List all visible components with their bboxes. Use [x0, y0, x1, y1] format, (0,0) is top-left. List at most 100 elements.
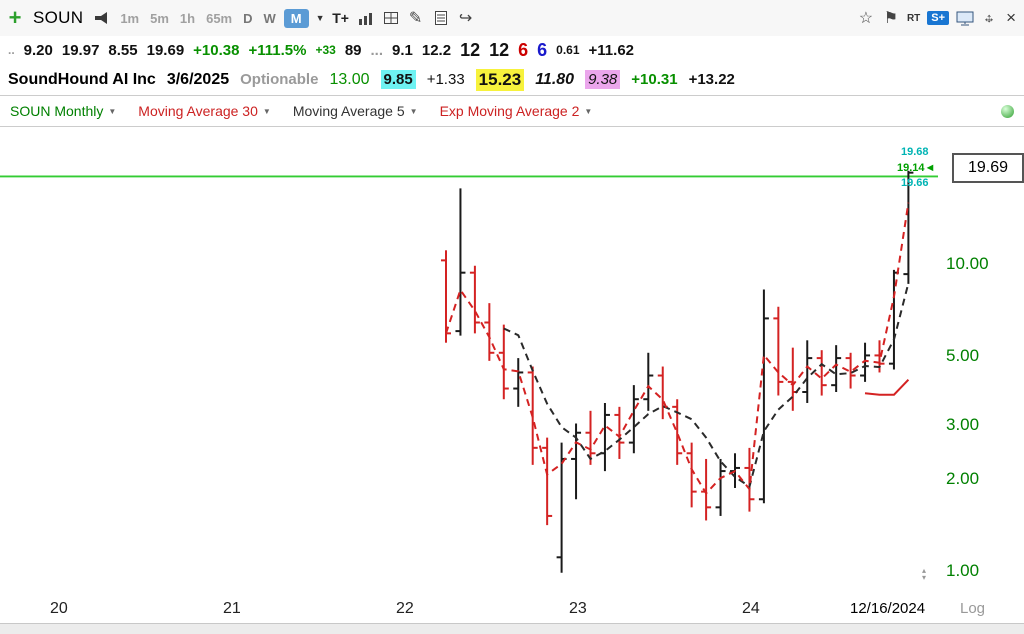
info-value: 9.38	[585, 70, 621, 89]
company-info-bar: SoundHound AI Inc 3/6/2025 Optionable 13.00…	[0, 64, 1024, 95]
ma5-line[interactable]	[503, 282, 910, 489]
info-value: 15.23	[475, 68, 525, 91]
timeframe-m[interactable]: M	[283, 8, 309, 28]
price-bar[interactable]	[758, 289, 769, 504]
x-axis-label: 20	[50, 600, 68, 617]
price-bar[interactable]	[513, 358, 524, 407]
flag-icon[interactable]: ⚑	[883, 10, 899, 27]
quote-value: 6	[518, 39, 529, 60]
price-bar[interactable]	[860, 342, 871, 382]
timeframe-5m[interactable]: 5m	[150, 10, 169, 26]
price-bar[interactable]	[816, 350, 827, 396]
price-bar[interactable]	[643, 352, 654, 411]
y-axis-label: 10.00	[946, 254, 989, 273]
indicator-value-label: 19.66	[901, 177, 929, 189]
x-axis-label: 22	[396, 600, 414, 617]
price-bar[interactable]	[831, 345, 842, 393]
quote-value: +10.38	[193, 41, 240, 59]
quote-value: 8.55	[108, 41, 138, 59]
price-bar[interactable]	[571, 423, 582, 500]
ma30-menu-label: Moving Average 30	[138, 103, 258, 119]
ma30-line[interactable]	[864, 379, 910, 396]
price-bar[interactable]	[614, 406, 625, 459]
price-bar[interactable]	[672, 399, 683, 465]
chevron-down-icon: ▼	[584, 106, 593, 116]
notes-icon[interactable]	[432, 8, 450, 28]
quote-value: +111.5%	[248, 41, 307, 59]
streaming-badge[interactable]: S+	[927, 11, 950, 25]
timeframe-65m[interactable]: 65m	[206, 10, 233, 26]
megaphone-icon[interactable]	[94, 11, 110, 25]
last-bar-date: 12/16/2024	[850, 600, 926, 617]
price-bar[interactable]	[585, 410, 596, 465]
price-bar[interactable]	[744, 447, 755, 512]
y-axis-label: 5.00	[946, 346, 980, 366]
main-toolbar: + SOUN 1m 5m 1h 65m D W M ▼ T+ ✎ ↪ ☆ ⚑ RT S+ ↔…	[0, 0, 1024, 37]
indicator-value-label: 19.14◄	[897, 162, 936, 174]
quote-value: ...	[370, 41, 384, 59]
timeframe-dropdown-caret[interactable]: ▼	[315, 13, 325, 23]
price-bar[interactable]	[599, 402, 610, 472]
add-symbol-button[interactable]: +	[8, 5, 22, 30]
text-tool-icon[interactable]: T+	[332, 10, 349, 26]
timeframe-1m[interactable]: 1m	[120, 10, 140, 26]
timeframe-w[interactable]: W	[263, 10, 276, 26]
quote-value: 6	[537, 39, 548, 60]
share-icon[interactable]: ↪	[458, 10, 473, 27]
x-axis-label: 24	[742, 600, 760, 617]
price-bar[interactable]	[628, 385, 639, 454]
info-value: Optionable	[240, 71, 319, 88]
price-bar[interactable]	[773, 306, 784, 396]
pencil-icon[interactable]: ✎	[408, 10, 423, 27]
price-bar[interactable]	[802, 340, 813, 403]
monitor-icon[interactable]	[956, 8, 974, 28]
price-bar[interactable]	[441, 250, 451, 343]
timeframe-1h[interactable]: 1h	[179, 10, 196, 26]
ma5-menu[interactable]: Moving Average 5 ▼	[293, 103, 418, 119]
chart-period-menu[interactable]: SOUN Monthly ▼	[10, 103, 116, 119]
bar-chart-icon[interactable]	[357, 8, 375, 28]
quote-value: 12	[489, 39, 510, 60]
price-bar[interactable]	[455, 188, 466, 336]
quote-value: 19.69	[146, 41, 185, 59]
ma5-menu-label: Moving Average 5	[292, 103, 405, 119]
indicator-bar: SOUN Monthly ▼ Moving Average 30 ▼ Moving Av…	[0, 95, 1024, 127]
quote-value: 19.97	[61, 41, 100, 59]
price-bar[interactable]	[542, 437, 553, 526]
ma30-menu[interactable]: Moving Average 30 ▼	[138, 103, 271, 119]
close-icon[interactable]: ×	[1006, 8, 1016, 27]
log-scale-toggle[interactable]: Log	[960, 600, 986, 617]
info-value: 3/6/2025	[166, 70, 230, 88]
price-bar[interactable]	[469, 265, 480, 334]
globe-icon[interactable]	[1001, 104, 1014, 118]
chevron-down-icon: ▼	[409, 106, 418, 116]
price-bar[interactable]	[787, 347, 798, 411]
price-bar[interactable]	[498, 324, 509, 400]
chart-period-menu-label: SOUN Monthly	[10, 103, 104, 119]
timeframe-d[interactable]: D	[243, 10, 253, 26]
scroll-arrows-icon[interactable]: ▴ ▾	[922, 566, 927, 582]
symbol-title: SOUN	[33, 8, 84, 27]
price-bar[interactable]	[657, 366, 668, 420]
chevron-down-icon: ▼	[108, 106, 117, 116]
x-axis-label: 21	[223, 600, 241, 617]
price-bar[interactable]	[686, 442, 697, 508]
quote-value: +11.62	[588, 41, 634, 59]
move-window-icon[interactable]: ↔ ↕	[982, 10, 996, 25]
quote-value: 0.61	[556, 43, 580, 57]
price-bar[interactable]	[484, 303, 495, 361]
price-bar[interactable]	[701, 458, 712, 521]
ema2-menu[interactable]: Exp Moving Average 2 ▼	[440, 103, 593, 119]
price-bar[interactable]	[715, 458, 726, 516]
price-bar[interactable]	[903, 170, 914, 284]
star-icon[interactable]: ☆	[858, 10, 874, 27]
info-value: +1.33	[426, 71, 465, 88]
info-value: +10.31	[631, 71, 678, 88]
price-bar[interactable]	[845, 352, 856, 389]
price-bar[interactable]	[888, 269, 899, 370]
window-bottom-strip	[0, 623, 1024, 634]
y-axis-label: 1.00	[946, 561, 980, 580]
grid-icon[interactable]	[382, 8, 400, 28]
